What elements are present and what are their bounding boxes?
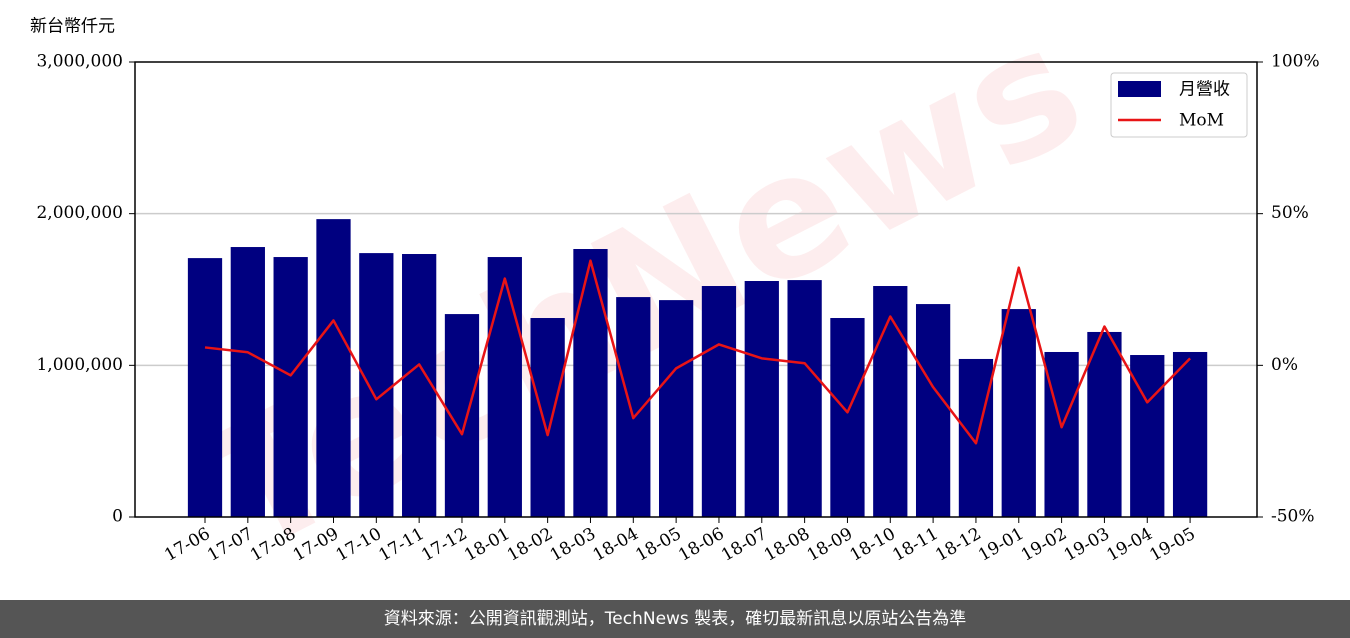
bar — [187, 258, 223, 517]
bar — [873, 286, 908, 517]
x-tick-label: 18-05 — [632, 524, 684, 566]
x-tick-label: 19-04 — [1104, 524, 1156, 566]
bar — [273, 257, 308, 517]
bar — [530, 318, 565, 517]
bar — [1044, 351, 1079, 517]
x-tick-label: 18-11 — [889, 524, 941, 566]
x-tick-label: 18-09 — [804, 524, 856, 566]
x-tick-label: 18-06 — [675, 524, 727, 566]
x-tick-label: 18-03 — [547, 524, 599, 566]
x-tick-label: 18-12 — [932, 524, 984, 566]
legend-label: 月營收 — [1179, 80, 1230, 100]
bar — [701, 286, 737, 517]
x-tick-label: 19-03 — [1061, 524, 1113, 566]
x-tick-label: 18-01 — [461, 524, 513, 566]
bar — [658, 300, 694, 517]
y-tick-label: 2,000,000 — [36, 203, 123, 223]
y2-tick-label: 100% — [1271, 52, 1320, 72]
plot-frame — [134, 61, 1258, 518]
line — [204, 259, 1191, 445]
bar — [230, 247, 265, 518]
x-tick-label: 19-02 — [1018, 524, 1070, 566]
bar — [402, 254, 437, 517]
y2-tick-label: 50% — [1271, 203, 1309, 223]
bar — [830, 318, 865, 517]
bar — [316, 219, 351, 518]
x-tick-label: 18-04 — [590, 524, 642, 566]
y-tick-label: 1,000,000 — [36, 355, 123, 375]
footer: 資料來源：公開資訊觀測站，TechNews 製表，確切最新訊息以原站公告為準 — [0, 600, 1350, 638]
x-tick-label: 18-02 — [504, 524, 556, 566]
bar — [573, 249, 608, 517]
bar — [1172, 351, 1208, 517]
chart: 新台幣仟元 TechNews 01,000,0002,000,0003,000,… — [30, 0, 1320, 593]
x-tick-label: 18-10 — [847, 524, 899, 566]
bar — [487, 257, 522, 517]
legend-label: MoM — [1179, 111, 1224, 131]
x-tick-label: 19-05 — [1146, 524, 1198, 566]
x-tick-label: 17-07 — [204, 524, 256, 566]
y2-tick-label: -50% — [1271, 507, 1315, 527]
y-axis-label: 新台幣仟元 — [30, 17, 115, 37]
y2-tick-label: 0% — [1271, 355, 1298, 375]
y-tick-label: 0 — [112, 507, 123, 527]
x-tick-label: 17-12 — [418, 524, 470, 566]
bar — [787, 280, 822, 517]
bar — [1001, 309, 1036, 517]
bar — [1087, 331, 1122, 517]
x-tick-label: 17-06 — [161, 524, 213, 566]
bar — [616, 297, 651, 517]
x-tick-label: 18-08 — [761, 524, 813, 566]
bar — [958, 358, 994, 517]
legend-swatch — [1118, 81, 1161, 97]
x-tick-label: 19-01 — [975, 524, 1027, 566]
bar — [915, 304, 951, 517]
y-tick-label: 3,000,000 — [36, 52, 123, 72]
bar — [744, 281, 779, 517]
bar — [359, 253, 394, 517]
x-tick-label: 18-07 — [718, 524, 770, 566]
